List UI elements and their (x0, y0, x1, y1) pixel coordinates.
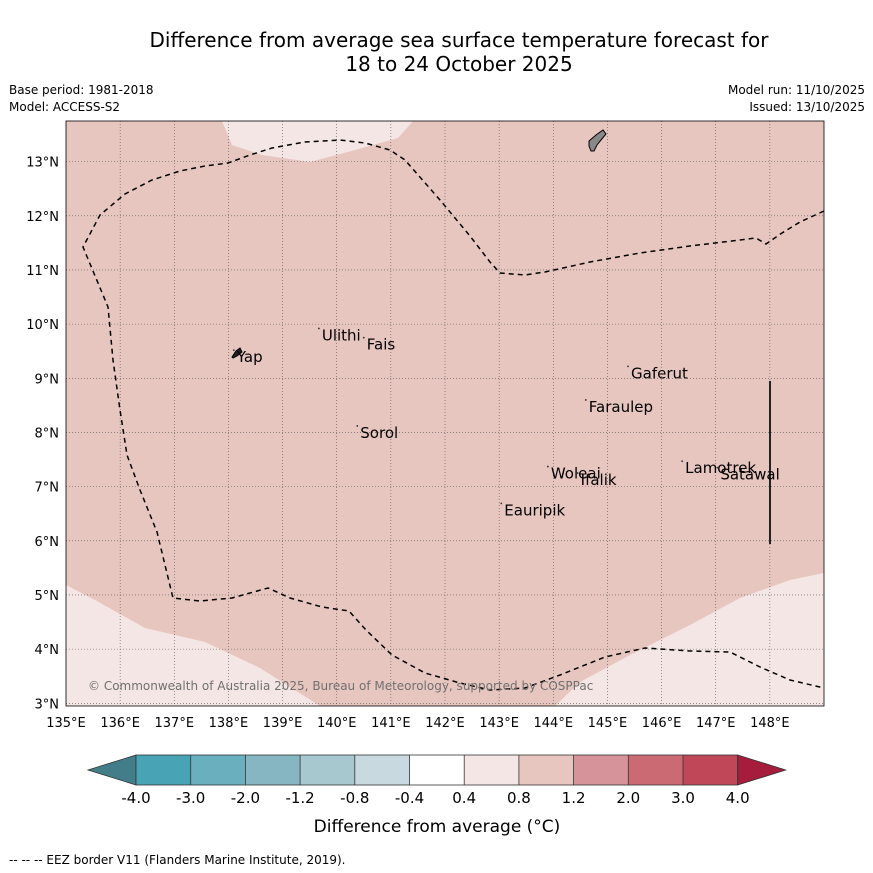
colorbar-tick-label: 2.0 (616, 789, 640, 807)
place-label-ulithi: Ulithi (322, 326, 361, 344)
lat-tick-label: 8°N (35, 426, 60, 441)
map-title: Difference from average sea surface temp… (0, 28, 873, 76)
colorbar-swatch (409, 755, 465, 785)
atoll-marker (584, 399, 587, 401)
colorbar-tick-label: 3.0 (671, 789, 695, 807)
atoll-marker (317, 327, 320, 330)
place-label-fais: Fais (367, 336, 396, 354)
colorbar-tick-label: 1.2 (562, 789, 586, 807)
colorbar-swatch (190, 755, 246, 785)
lat-tick-label: 3°N (35, 697, 60, 712)
map-frame (65, 120, 825, 707)
atoll-marker (716, 466, 719, 469)
colorbar-extend-low (86, 754, 137, 786)
lon-tick-label: 136°E (100, 716, 140, 731)
guam-island-shape (588, 129, 607, 152)
model-run: Model run: 11/10/2025 (727, 83, 865, 97)
issued-date: Issued: 13/10/2025 (749, 100, 865, 114)
colorbar-tick-label: -3.0 (176, 789, 205, 807)
colorbar-tick-label: -2.0 (231, 789, 260, 807)
colorbar-tick-label: -0.8 (340, 789, 369, 807)
lat-tick-label: 5°N (35, 589, 60, 604)
place-label-yap: Yap (236, 348, 263, 366)
place-labels: Yap Ulithi Fais Sorol Gaferut Faraulep WoleaiI… (232, 326, 780, 519)
colorbar-swatch (136, 755, 192, 785)
lat-tick-label: 7°N (35, 481, 60, 496)
atoll-marker (500, 502, 503, 505)
colorbar-swatch (573, 755, 629, 785)
atoll-marker (627, 365, 629, 368)
atoll-marker (232, 349, 235, 352)
lat-tick-label: 11°N (26, 264, 59, 279)
lon-tick-label: 147°E (696, 716, 736, 731)
colorbar-swatch (518, 755, 574, 785)
place-label-gaferut: Gaferut (631, 364, 688, 382)
lat-tick-label: 12°N (26, 210, 59, 225)
colorbar-label: Difference from average (°C) (314, 817, 561, 837)
atoll-marker (576, 472, 579, 474)
lat-tick-label: 9°N (35, 372, 60, 387)
place-label-eauripik: Eauripik (504, 501, 565, 519)
meta-left: Base period: 1981-2018 Model: ACCESS-S2 (9, 82, 154, 116)
place-label-ifalik: Ifalik (581, 471, 617, 489)
axes-labels: 135°E 136°E 137°E 138°E 139°E 140°E 141°E 142°E… (26, 156, 789, 731)
title-line-1: Difference from average sea surface temp… (149, 28, 769, 52)
map-plot-area: Yap Ulithi Fais Sorol Gaferut Faraulep WoleaiI… (66, 121, 824, 706)
colorbar-tick-label: -4.0 (121, 789, 150, 807)
lon-tick-label: 137°E (155, 716, 195, 731)
colorbar-tick-label: 0.8 (507, 789, 531, 807)
colorbar-extend-high (737, 754, 788, 786)
place-label-woleai: Woleai (551, 465, 601, 483)
atoll-marker (681, 460, 684, 463)
colorbar-tick-label: -1.2 (285, 789, 314, 807)
lon-tick-label: 144°E (534, 716, 574, 731)
atoll-marker (362, 336, 365, 339)
graticule (66, 121, 824, 706)
base-period: Base period: 1981-2018 (9, 83, 154, 97)
lat-tick-label: 10°N (26, 318, 59, 333)
eez-border (82, 139, 824, 691)
colorbar-swatch (464, 755, 520, 785)
anomaly-band-0.4-0.8-southwest (66, 585, 320, 706)
lat-tick-label: 13°N (26, 156, 59, 171)
lon-tick-label: 140°E (317, 716, 357, 731)
lon-tick-label: 145°E (588, 716, 628, 731)
colorbar-swatch (628, 755, 684, 785)
title-line-2: 18 to 24 October 2025 (345, 52, 573, 76)
place-label-faraulep: Faraulep (589, 398, 653, 416)
colorbar-swatch (683, 755, 739, 785)
place-label-sorol: Sorol (360, 424, 398, 442)
colorbar-tick-label: 4.0 (726, 789, 750, 807)
atoll-marker (356, 425, 359, 427)
lon-tick-label: 142°E (425, 716, 465, 731)
footnote-eez: -- -- -- EEZ border V11 (Flanders Marine… (9, 853, 346, 867)
colorbar-swatch (245, 755, 301, 785)
lon-tick-label: 148°E (750, 716, 790, 731)
colorbar: -4.0 -3.0 -2.0 -1.2 -0.8 -0.4 0.4 0.8 1.2 2.0 3.0 4… (86, 754, 788, 807)
copyright-text: © Commonwealth of Australia 2025, Bureau… (88, 679, 593, 693)
lon-tick-label: 143°E (479, 716, 519, 731)
lon-tick-label: 139°E (263, 716, 303, 731)
colorbar-swatch (354, 755, 410, 785)
meta-right: Model run: 11/10/2025 Issued: 13/10/2025 (728, 82, 865, 116)
place-label-lamotrek: Lamotrek (685, 459, 756, 477)
anomaly-band-0.4-0.8-southeast (555, 573, 824, 706)
colorbar-frame (135, 754, 739, 786)
lon-tick-label: 141°E (371, 716, 411, 731)
lon-tick-label: 146°E (642, 716, 682, 731)
lon-tick-label: 135°E (46, 716, 86, 731)
colorbar-tick-label: -0.4 (395, 789, 424, 807)
lat-tick-label: 4°N (35, 643, 60, 658)
atoll-marker (546, 465, 549, 468)
anomaly-band-0.8-1.2 (66, 121, 824, 706)
place-label-satawal: Satawal (720, 466, 779, 484)
lon-tick-label: 138°E (209, 716, 249, 731)
yap-island-shape (231, 347, 243, 359)
colorbar-tick-label: 0.4 (452, 789, 476, 807)
model-name: Model: ACCESS-S2 (9, 100, 121, 114)
colorbar-swatch (300, 755, 356, 785)
lat-tick-label: 6°N (35, 535, 60, 550)
